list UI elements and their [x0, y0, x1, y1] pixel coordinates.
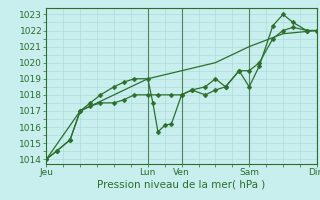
- X-axis label: Pression niveau de la mer( hPa ): Pression niveau de la mer( hPa ): [98, 180, 266, 190]
